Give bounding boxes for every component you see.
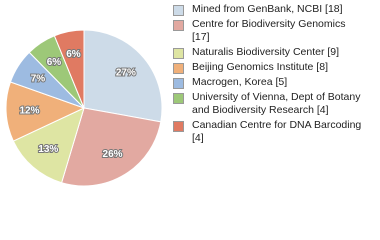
pie: 27%26%13%12%7%6%6% <box>5 29 163 187</box>
legend-item: Macrogen, Korea [5] <box>173 76 363 89</box>
slice-label: 12% <box>19 105 39 116</box>
legend-label: University of Vienna, Dept of Botany and… <box>192 91 361 116</box>
slice-label: 13% <box>38 144 58 155</box>
legend-label: Centre for Biodiversity Genomics [17] <box>192 18 346 43</box>
legend-item: Centre for Biodiversity Genomics [17] <box>173 18 363 44</box>
slice-label: 6% <box>47 57 62 68</box>
pie-slice <box>5 81 86 142</box>
legend-label: Beijing Genomics Institute [8] <box>192 61 328 73</box>
legend-swatch <box>173 121 184 132</box>
legend-swatch <box>173 20 184 31</box>
pie-slice <box>53 29 85 109</box>
legend-item: Naturalis Biodiversity Center [9] <box>173 46 363 59</box>
legend-swatch <box>173 93 184 104</box>
pie-slice <box>12 107 85 184</box>
legend-item: Mined from GenBank, NCBI [18] <box>173 3 363 16</box>
legend-swatch <box>173 63 184 74</box>
legend-label: Naturalis Biodiversity Center [9] <box>192 46 340 58</box>
legend: Mined from GenBank, NCBI [18] Centre for … <box>173 3 363 147</box>
slice-label: 26% <box>103 149 123 160</box>
pie-slice <box>83 29 163 123</box>
legend-swatch <box>173 78 184 89</box>
legend-item: University of Vienna, Dept of Botany and… <box>173 91 363 117</box>
slice-label: 27% <box>116 68 136 79</box>
legend-item: Canadian Centre for DNA Barcoding [4] <box>173 119 363 145</box>
legend-swatch <box>173 5 184 16</box>
pie-slice <box>60 107 162 187</box>
legend-label: Mined from GenBank, NCBI [18] <box>192 3 343 15</box>
legend-label: Macrogen, Korea [5] <box>192 76 288 88</box>
legend-label: Canadian Centre for DNA Barcoding [4] <box>192 119 362 144</box>
slice-label: 6% <box>66 49 81 60</box>
legend-swatch <box>173 48 184 59</box>
legend-item: Beijing Genomics Institute [8] <box>173 61 363 74</box>
slice-label: 7% <box>31 73 46 84</box>
